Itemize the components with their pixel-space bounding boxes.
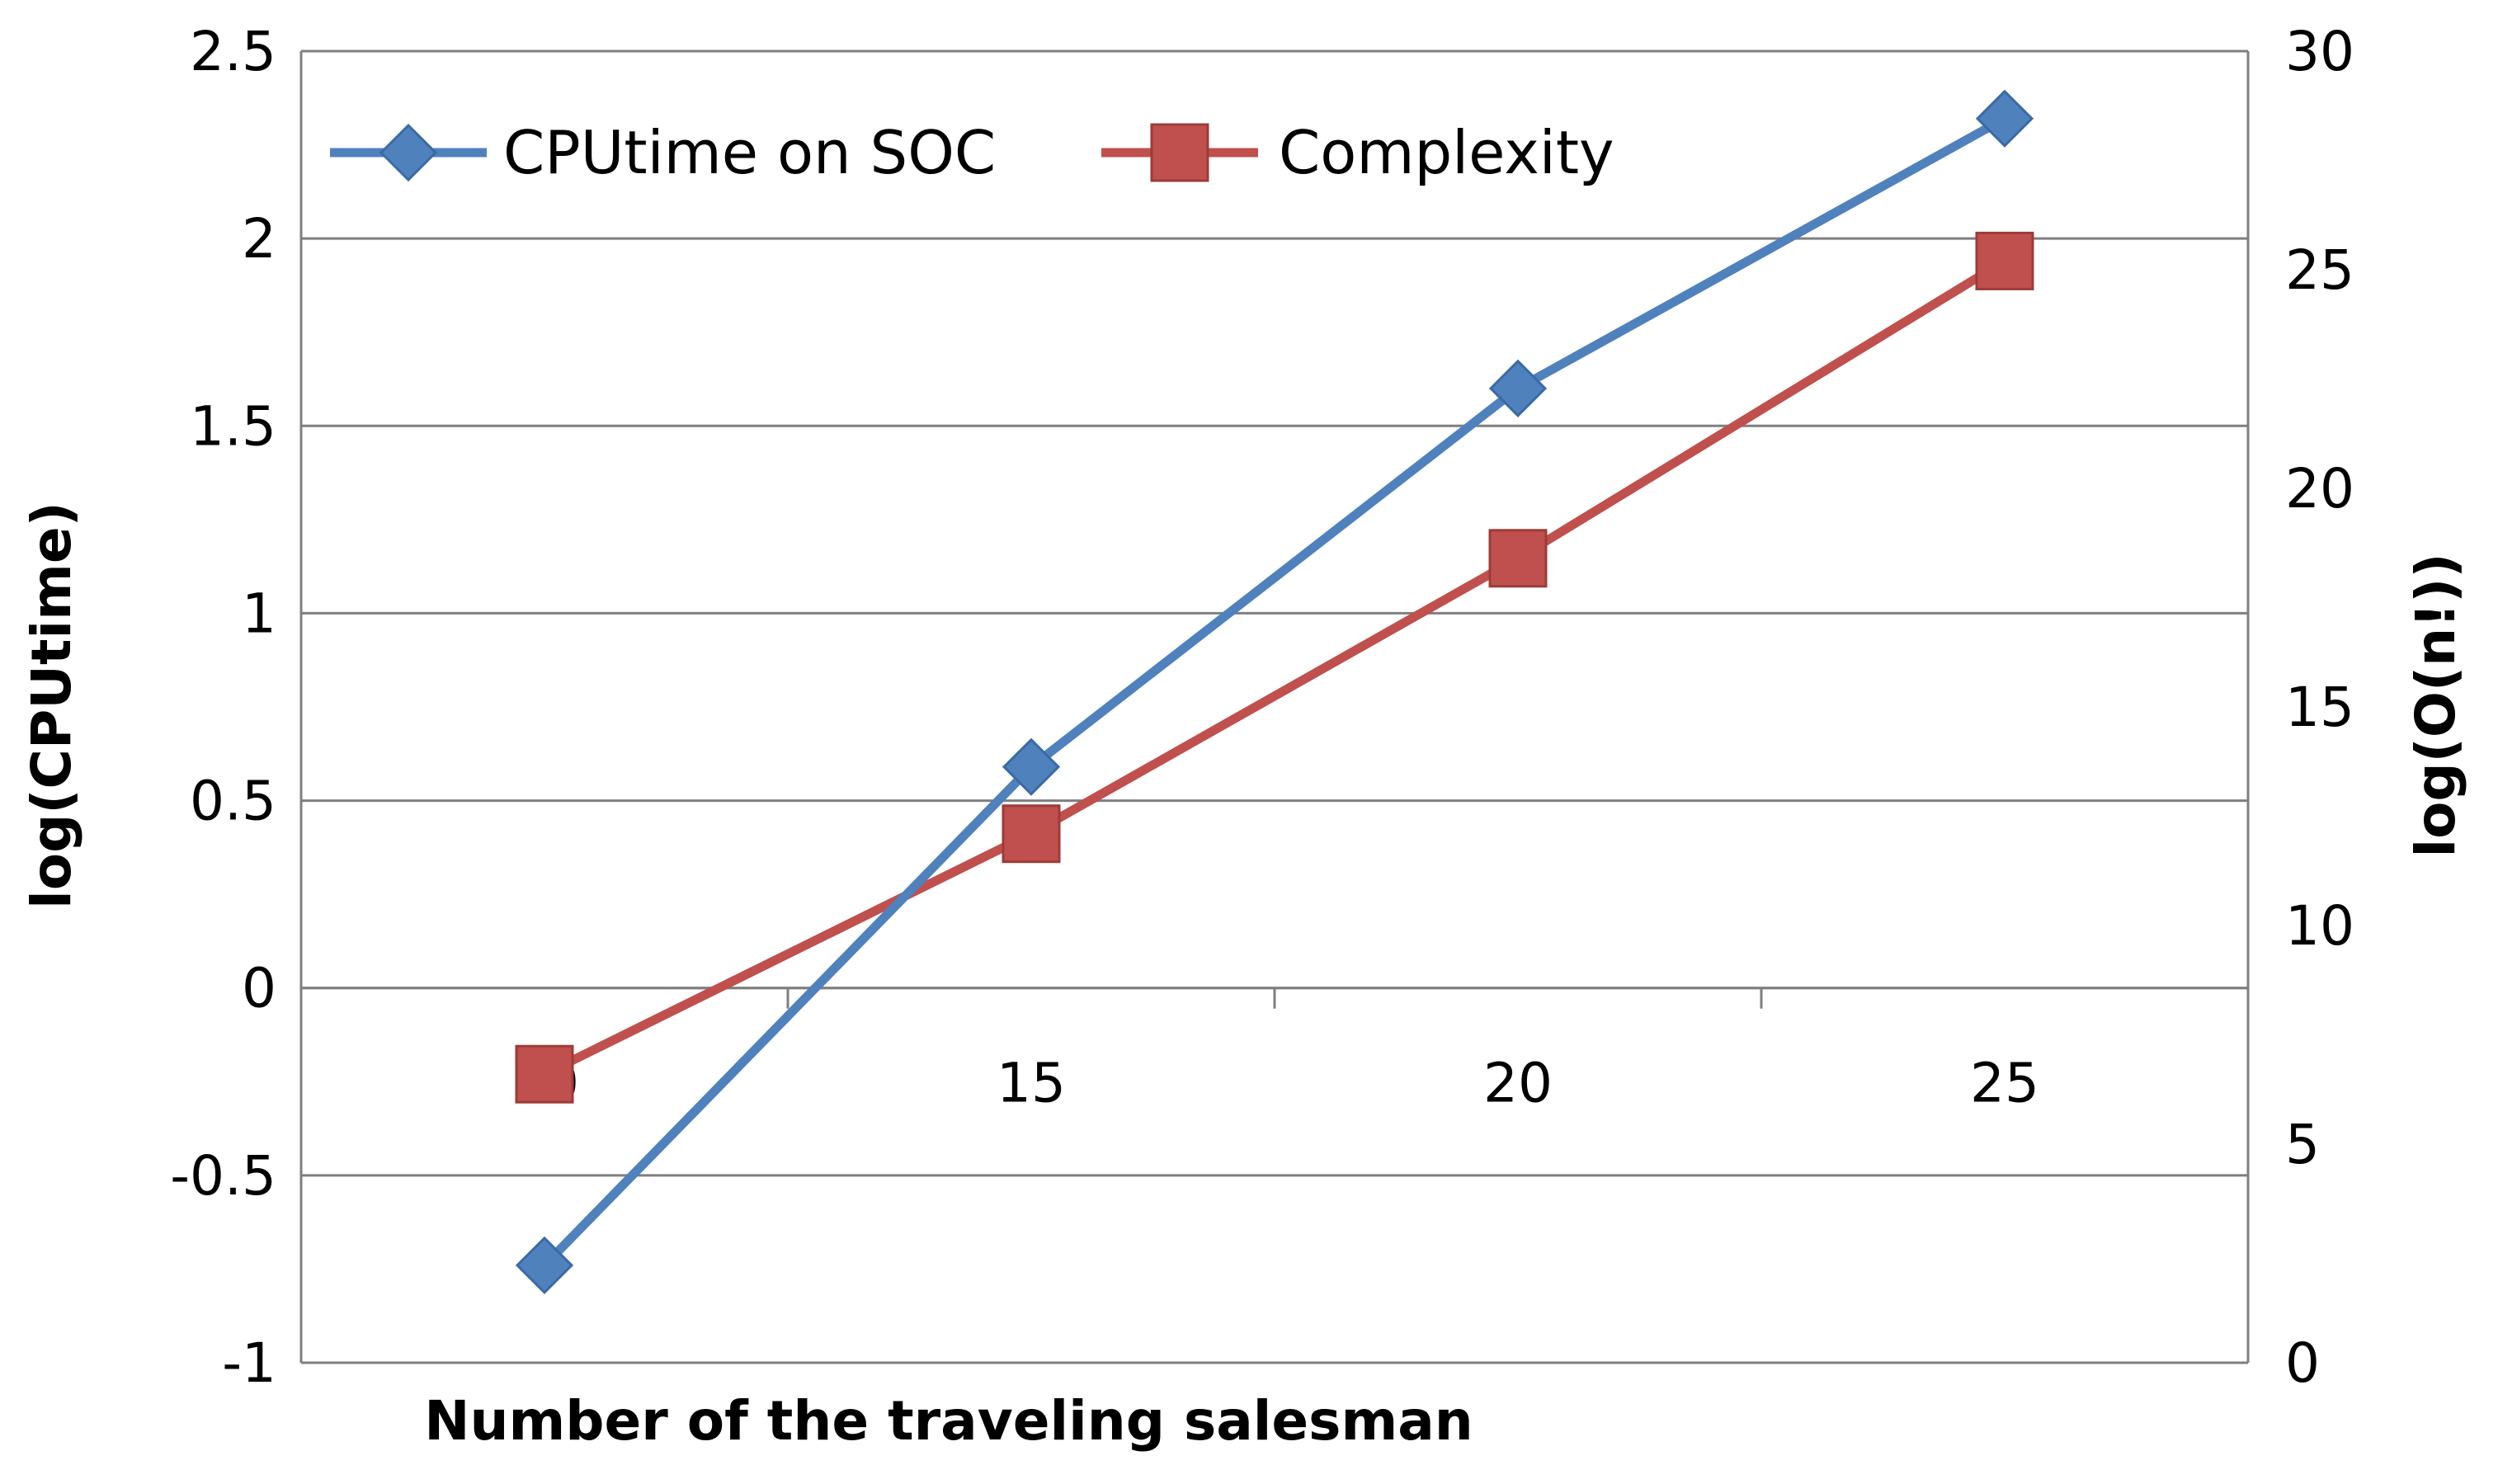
y-tick-label: 0 <box>242 957 276 1020</box>
y-tick-label: -0.5 <box>170 1144 276 1208</box>
data-point <box>515 1044 574 1104</box>
data-point <box>1488 529 1548 588</box>
y-axis-title: log(CPUtime) <box>20 502 83 909</box>
y-tick-label: 2.5 <box>190 20 276 83</box>
legend-marker <box>379 123 438 182</box>
data-point <box>1002 804 1061 864</box>
y-tick-label: -1 <box>222 1331 276 1395</box>
y2-tick-label: 15 <box>2285 676 2354 739</box>
x-tick-label: 15 <box>997 1052 1066 1115</box>
y2-tick-label: 0 <box>2285 1331 2320 1395</box>
y-tick-label: 1 <box>242 582 276 645</box>
y-tick-label: 2 <box>242 207 276 271</box>
y2-tick-label: 20 <box>2285 457 2354 521</box>
legend-label: CPUtime on SOC <box>503 118 996 187</box>
data-point <box>1002 737 1061 796</box>
y2-tick-label: 5 <box>2285 1113 2320 1176</box>
data-point <box>1975 231 2034 290</box>
series-line <box>542 257 2007 1079</box>
legend-label: Complexity <box>1279 118 1614 187</box>
y-tick-label: 0.5 <box>190 770 276 833</box>
series <box>515 89 2034 1295</box>
y-tick-label: 1.5 <box>190 394 276 458</box>
series-line <box>541 114 2007 1269</box>
legend: CPUtime on SOC Complexity <box>330 118 1614 187</box>
data-point <box>1488 359 1548 417</box>
legend-marker <box>1150 123 1209 182</box>
y2-tick-label: 30 <box>2285 20 2354 83</box>
y2-axis-title: log(O(n!)) <box>2404 553 2467 857</box>
x-tick-label: 20 <box>1483 1052 1553 1115</box>
x-tick-label: 25 <box>1970 1052 2039 1115</box>
y2-tick-label: 25 <box>2285 238 2354 302</box>
data-point <box>1975 89 2034 148</box>
gridlines <box>301 237 2248 1177</box>
x-axis-title: Number of the traveling salesman <box>424 1389 1473 1453</box>
y2-tick-label: 10 <box>2285 894 2354 958</box>
data-point <box>515 1236 574 1295</box>
axes: 2.521.510.50-0.5-130252015105010152025 <box>170 20 2354 1395</box>
